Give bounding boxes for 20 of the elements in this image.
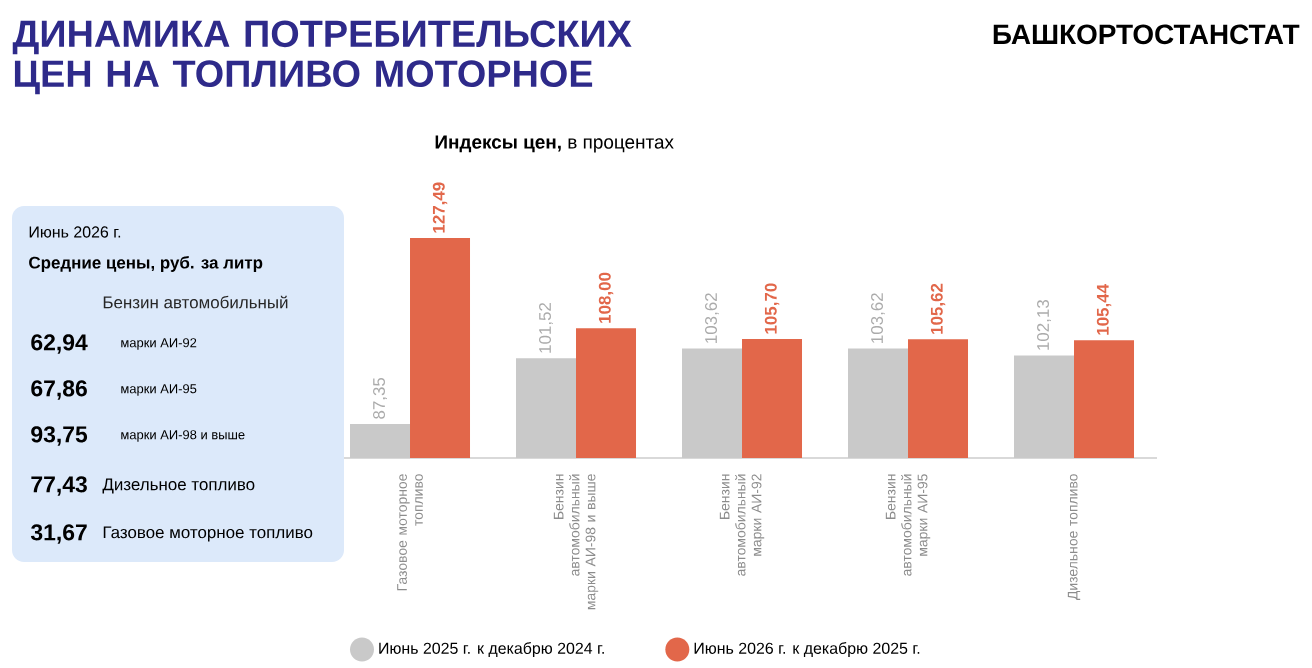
data-label: 103,62 <box>705 293 719 343</box>
data-label: 103,62 <box>871 293 885 343</box>
data-label: 102,13 <box>1037 300 1051 350</box>
text: 67,86 <box>31 380 87 400</box>
data-label: 105,70 <box>764 283 780 334</box>
text: Бензин автомобильный <box>103 295 288 309</box>
chart-subtitle: Индексы цен, в процентах <box>435 135 674 153</box>
text: БАШКОРТОСТАНСТАТ <box>993 24 1300 45</box>
text: Средние цены, руб. за литр <box>29 256 263 272</box>
text: 93,75 <box>31 426 88 446</box>
data-label: 105,44 <box>1096 284 1112 335</box>
data-label: 105,62 <box>930 283 946 334</box>
data-label: 127,49 <box>432 182 448 233</box>
data-label: 101,52 <box>539 302 553 353</box>
chart-title: ДИНАМИКА ПОТРЕБИТЕЛЬСКИХ ЦЕН НА ТОПЛИВО МОТОРНОЕ <box>12 20 632 95</box>
data-label: 108,00 <box>598 272 614 323</box>
text: 77,43 <box>31 476 87 496</box>
text: 31,67 <box>30 524 87 544</box>
data-label: 87,35 <box>373 377 387 419</box>
text: 62,94 <box>31 334 88 354</box>
